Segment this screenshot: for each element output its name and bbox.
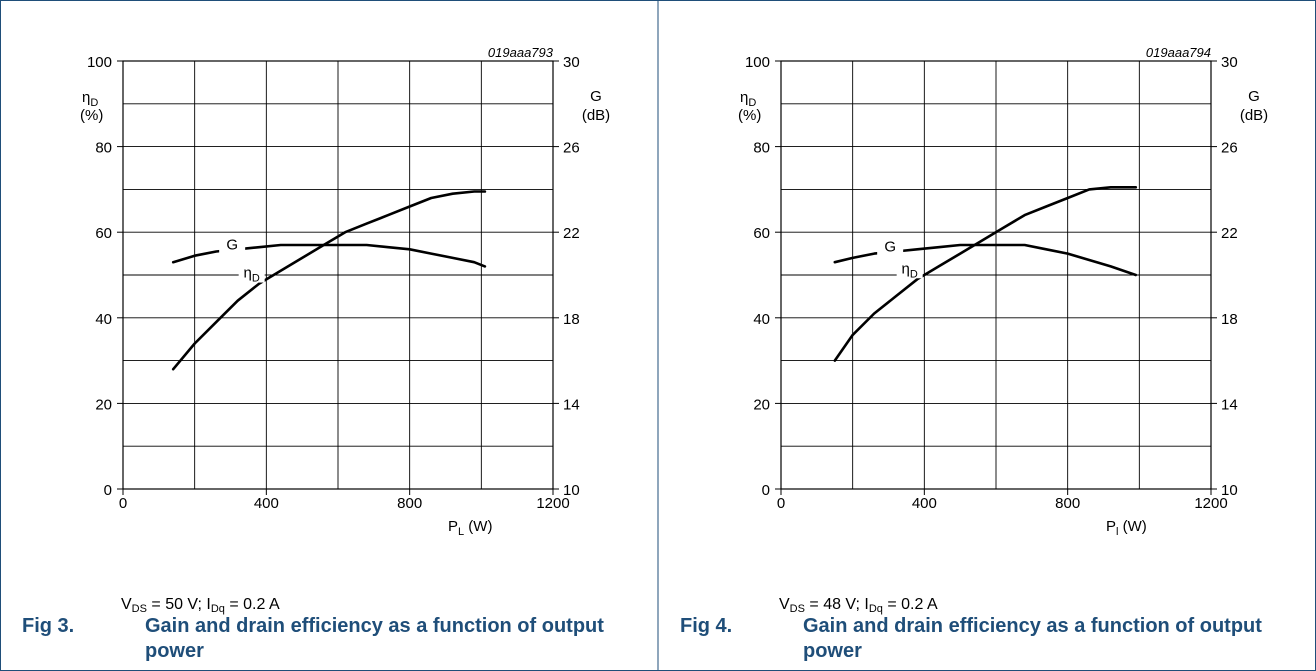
y-right-axis-label: G bbox=[1248, 88, 1260, 105]
y-right-tick-label: 26 bbox=[1221, 140, 1238, 157]
figure-panel-fig4: 0 400 800 1200 0 20 40 60 80 100 10 14 18 22 26 30 ηD (%)… bbox=[658, 0, 1316, 671]
test-conditions: VDS = 48 V; IDq = 0.2 A bbox=[779, 596, 938, 615]
vds-value: 50 V bbox=[165, 596, 198, 613]
y-left-tick-label: 100 bbox=[87, 54, 112, 71]
y-right-tick-label: 22 bbox=[1221, 225, 1238, 242]
y-left-tick-label: 80 bbox=[753, 140, 770, 157]
plot-area-border bbox=[122, 60, 554, 490]
y-left-axis-label: ηD bbox=[82, 89, 98, 109]
y-right-axis-unit: (dB) bbox=[582, 107, 610, 124]
series-line-efficiency bbox=[833, 186, 1138, 362]
series-label-efficiency: ηD bbox=[244, 265, 260, 285]
x-axis-label: Pl (W) bbox=[1106, 518, 1147, 538]
y-left-axis-unit: (%) bbox=[80, 107, 103, 124]
y-left-tick-label: 40 bbox=[95, 311, 112, 328]
chart-fig4: 0 400 800 1200020406080100101418222630ηD(%)… bbox=[738, 45, 1268, 538]
idq-value: 0.2 A bbox=[901, 596, 938, 613]
y-right-tick-label: 26 bbox=[563, 140, 580, 157]
x-tick-label: 400 bbox=[912, 495, 937, 512]
series-label-group: ηD bbox=[238, 262, 265, 285]
x-tick-label: 400 bbox=[254, 495, 279, 512]
plot-area-border bbox=[780, 60, 1212, 490]
y-left-axis-label: ηD bbox=[740, 89, 756, 109]
y-right-tick-label: 14 bbox=[563, 396, 580, 413]
x-tick-label: 1200 bbox=[536, 495, 569, 512]
y-right-axis-label: G bbox=[590, 88, 602, 105]
x-tick-label: 800 bbox=[397, 495, 422, 512]
idq-value: 0.2 A bbox=[243, 596, 280, 613]
figure-code: 019aaa793 bbox=[488, 45, 554, 60]
y-right-axis-unit: (dB) bbox=[1240, 107, 1268, 124]
series-label-background bbox=[219, 234, 246, 255]
y-left-tick-label: 20 bbox=[95, 396, 112, 413]
y-right-tick-label: 14 bbox=[1221, 396, 1238, 413]
y-right-tick-label: 18 bbox=[563, 311, 580, 328]
x-tick-label: 1200 bbox=[1194, 495, 1227, 512]
series-label-gain: G bbox=[884, 239, 896, 256]
y-right-tick-label: 10 bbox=[1221, 482, 1238, 499]
figure-panel-fig3: 0 400 800 1200 0 20 40 60 80 100 10 14 18 22 26 30 ηD (%)… bbox=[22, 45, 610, 662]
y-left-tick-label: 60 bbox=[95, 225, 112, 242]
series-line-efficiency bbox=[171, 190, 487, 371]
y-right-tick-label: 10 bbox=[563, 482, 580, 499]
y-left-axis-unit: (%) bbox=[738, 107, 761, 124]
figure-label: Fig 3. bbox=[22, 615, 75, 637]
y-left-tick-label: 20 bbox=[753, 396, 770, 413]
y-right-tick-label: 30 bbox=[563, 54, 580, 71]
figure-code: 019aaa794 bbox=[1146, 45, 1211, 60]
y-right-tick-label: 30 bbox=[1221, 54, 1238, 71]
y-right-tick-label: 18 bbox=[1221, 311, 1238, 328]
series-label-background bbox=[896, 258, 923, 279]
y-left-tick-label: 0 bbox=[104, 482, 112, 499]
chart-fig3: 0 400 800 1200020406080100101418222630ηD(%)… bbox=[80, 45, 610, 538]
series-label-background bbox=[877, 236, 904, 257]
series-label-background bbox=[238, 262, 265, 283]
y-left-tick-label: 40 bbox=[753, 311, 770, 328]
figure-title: Gain and drain efficiency as a function … bbox=[803, 615, 1262, 662]
y-right-tick-label: 22 bbox=[563, 225, 580, 242]
series-label-group: ηD bbox=[896, 258, 923, 280]
x-tick-label: 0 bbox=[777, 495, 785, 512]
y-left-tick-label: 60 bbox=[753, 225, 770, 242]
x-axis-label: PL (W) bbox=[448, 518, 492, 538]
x-tick-label: 0 bbox=[119, 495, 127, 512]
series-label-efficiency: ηD bbox=[902, 260, 918, 280]
test-conditions: VDS = 50 V; IDq = 0.2 A bbox=[121, 596, 280, 615]
vds-value: 48 V bbox=[823, 596, 856, 613]
series-label-gain: G bbox=[226, 236, 238, 253]
y-left-tick-label: 100 bbox=[745, 54, 770, 71]
figure-title: Gain and drain efficiency as a function … bbox=[145, 615, 604, 662]
series-label-group: G bbox=[877, 236, 904, 257]
y-left-tick-label: 0 bbox=[762, 482, 770, 499]
y-left-tick-label: 80 bbox=[95, 140, 112, 157]
series-label-group: G bbox=[219, 234, 246, 255]
x-tick-label: 800 bbox=[1055, 495, 1080, 512]
figure-label: Fig 4. bbox=[680, 615, 733, 637]
